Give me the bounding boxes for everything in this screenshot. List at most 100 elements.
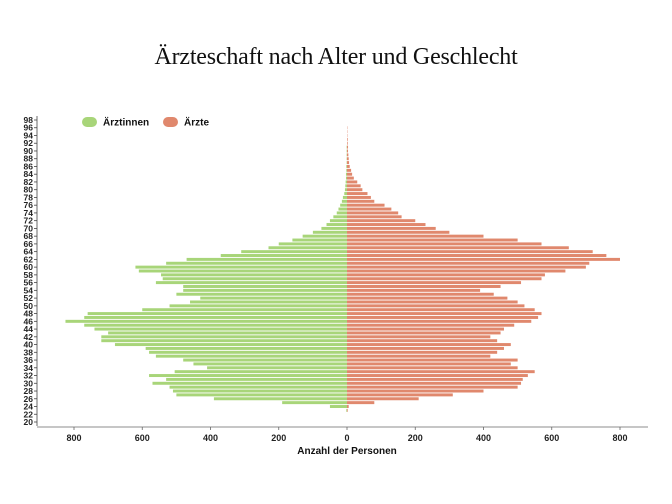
y-tick-label: 92 [24, 138, 34, 148]
bar-aerztinnen [183, 358, 347, 362]
bar-aerztinnen [345, 184, 347, 188]
bar-aerztinnen [166, 377, 347, 381]
y-tick-label: 82 [24, 177, 34, 187]
bar-aerztinnen [292, 238, 347, 242]
y-tick-label: 44 [24, 324, 34, 334]
bar-aerzte [347, 161, 350, 165]
x-tick-label: 600 [135, 433, 150, 443]
bar-aerztinnen [87, 312, 348, 316]
bar-aerztinnen [342, 195, 347, 199]
bar-aerzte [347, 331, 501, 335]
bar-aerztinnen [346, 164, 347, 168]
bar-aerzte [347, 184, 361, 188]
legend-swatch-icon [82, 117, 97, 127]
bar-aerzte [347, 393, 453, 397]
bar-aerzte [347, 157, 349, 161]
y-tick-label: 90 [24, 146, 34, 156]
legend-item-aerztinnen[interactable]: Ärztinnen [82, 116, 149, 129]
x-tick-label: 400 [203, 433, 218, 443]
bar-aerzte [347, 250, 593, 254]
y-tick-label: 26 [24, 394, 34, 404]
bar-aerzte [347, 385, 518, 389]
y-tick-label: 20 [24, 417, 34, 427]
x-axis-title: Anzahl der Personen [297, 446, 396, 457]
x-tick-label: 200 [408, 433, 423, 443]
y-tick-label: 58 [24, 270, 34, 280]
y-tick-label: 40 [24, 340, 34, 350]
bar-aerztinnen [241, 250, 347, 254]
bar-aerzte [347, 315, 539, 319]
bar-aerzte [347, 339, 498, 343]
bar-aerzte [347, 288, 481, 292]
bar-aerzte [347, 195, 371, 199]
y-tick-label: 66 [24, 239, 34, 249]
bar-aerzte [347, 323, 515, 327]
y-tick-label: 28 [24, 386, 34, 396]
bar-aerzte [347, 269, 566, 273]
bar-aerzte [347, 246, 569, 250]
bar-aerztinnen [94, 327, 347, 331]
bar-aerztinnen [101, 339, 347, 343]
bar-aerztinnen [183, 288, 347, 292]
y-tick-label: 54 [24, 285, 34, 295]
bar-aerztinnen [207, 366, 347, 370]
bar-aerztinnen [268, 246, 347, 250]
legend-label: Ärzte [184, 116, 209, 129]
bar-aerzte [347, 397, 419, 401]
bar-aerztinnen [138, 269, 347, 273]
bar-aerztinnen [345, 176, 347, 180]
y-tick-label: 96 [24, 123, 34, 133]
bar-aerzte [347, 176, 354, 180]
bar-aerzte [347, 343, 511, 347]
y-tick-label: 72 [24, 216, 34, 226]
bar-aerzte [347, 137, 348, 141]
bar-aerzte [347, 381, 522, 385]
y-tick-label: 42 [24, 332, 34, 342]
bar-aerzte [347, 226, 436, 230]
bar-aerzte [347, 405, 349, 408]
bar-aerztinnen [162, 277, 347, 281]
x-tick-label: 600 [544, 433, 559, 443]
bar-aerzte [347, 257, 620, 261]
y-tick-label: 80 [24, 185, 34, 195]
bar-aerztinnen [329, 405, 347, 408]
bar-aerzte [347, 149, 349, 153]
bar-aerztinnen [312, 230, 348, 234]
legend: Ärztinnen Ärzte [82, 116, 209, 129]
y-tick-label: 70 [24, 223, 34, 233]
bar-aerztinnen [336, 211, 347, 215]
bar-aerztinnen [213, 397, 347, 401]
bar-aerzte [347, 145, 349, 149]
bar-aerztinnen [172, 389, 347, 393]
y-tick-label: 74 [24, 208, 34, 218]
bar-aerzte [347, 401, 375, 405]
bar-aerztinnen [114, 343, 347, 347]
bar-aerzte [347, 211, 399, 215]
bar-aerztinnen [344, 188, 347, 192]
bar-aerztinnen [183, 285, 347, 288]
bar-aerztinnen [282, 401, 347, 405]
legend-item-aerzte[interactable]: Ärzte [163, 116, 209, 129]
y-tick-label: 24 [24, 402, 34, 412]
bar-aerztinnen [169, 304, 347, 308]
bar-aerzte [347, 192, 368, 196]
y-tick-label: 62 [24, 254, 34, 264]
bar-aerztinnen [326, 223, 347, 227]
bar-aerzte [347, 389, 484, 393]
bar-aerztinnen [169, 385, 347, 389]
bar-aerztinnen [145, 346, 347, 350]
bar-aerztinnen [101, 335, 347, 339]
bar-aerztinnen [190, 300, 347, 304]
y-tick-label: 52 [24, 293, 34, 303]
bar-aerzte [347, 219, 416, 223]
bar-aerzte [347, 273, 545, 277]
y-tick-label: 94 [24, 130, 34, 140]
bar-aerztinnen [220, 254, 347, 257]
y-tick-label: 88 [24, 154, 34, 164]
bar-aerztinnen [84, 323, 348, 327]
bar-aerzte [347, 292, 494, 296]
bar-aerzte [347, 265, 586, 269]
bar-aerzte [347, 281, 522, 285]
bar-aerztinnen [302, 234, 347, 238]
bar-aerztinnen [135, 265, 347, 269]
